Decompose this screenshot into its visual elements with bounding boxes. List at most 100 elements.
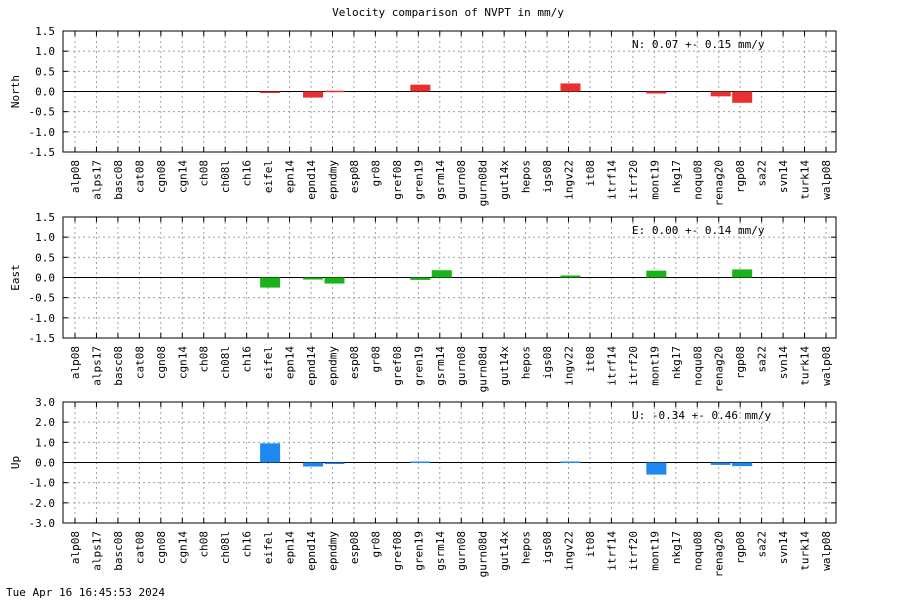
bar-epndmy: [324, 90, 345, 93]
bar-ingv22: [560, 275, 581, 278]
x-tick-label: igs08: [541, 531, 554, 564]
y-tick-label: -1.5: [29, 146, 56, 159]
x-tick-label: gr08: [369, 531, 382, 558]
x-tick-label: itrf14: [605, 531, 618, 571]
x-tick-label: turk14: [799, 160, 812, 200]
x-tick-label: ch08: [198, 160, 211, 187]
x-tick-label: epndmy: [326, 160, 339, 200]
x-tick-label: walp08: [820, 346, 833, 386]
x-tick-label: ingv22: [563, 160, 576, 200]
x-tick-label: alp08: [69, 346, 82, 379]
panel-north: 1.5 1.0 0.5 0.0 -0.5 -1.0 -1.5 alp08 alps17 basc0…: [9, 25, 837, 206]
y-tick-label: 1.5: [35, 211, 55, 224]
x-tick-label: nkg17: [670, 531, 683, 564]
y-tick-label: -3.0: [29, 517, 56, 530]
x-tick-label: nkg17: [670, 160, 683, 193]
x-tick-label: cgn08: [155, 346, 168, 379]
x-tick-label: cat08: [133, 346, 146, 379]
x-tick-label: alp08: [69, 531, 82, 564]
x-tick-label: gren19: [412, 346, 425, 386]
bar-gren19: [410, 84, 431, 92]
x-tick-label: itrf20: [627, 160, 640, 200]
x-tick-label: ch16: [241, 160, 254, 187]
x-tick-label: nkg17: [670, 346, 683, 379]
y-tick-label: 3.0: [35, 396, 55, 409]
x-tick-label: turk14: [799, 346, 812, 386]
x-tick-label: basc08: [112, 160, 125, 200]
x-tick-label: mont19: [648, 346, 661, 386]
bar-mont19: [646, 270, 667, 278]
x-tick-label: alp08: [69, 160, 82, 193]
x-tick-label: turk14: [799, 531, 812, 571]
bar-mont19: [646, 91, 667, 94]
x-tick-label: eifel: [262, 531, 275, 564]
x-tick-label: ch08l: [219, 346, 232, 379]
x-tick-label: ch16: [241, 531, 254, 558]
panel-east: 1.5 1.0 0.5 0.0 -0.5 -1.0 -1.5 alp08 alps17 basc0…: [9, 211, 837, 392]
x-tick-label: gut14x: [498, 531, 511, 571]
x-tick-label: gut14x: [498, 160, 511, 200]
bar-epnd14: [303, 91, 324, 98]
x-tick-label: cgn08: [155, 160, 168, 193]
x-tick-label: sa22: [756, 160, 769, 187]
x-tick-label: svn14: [777, 531, 790, 564]
chart-title: Velocity comparison of NVPT in mm/y: [332, 6, 564, 19]
x-tick-label: gren19: [412, 160, 425, 200]
x-tick-label: it08: [584, 531, 597, 558]
x-tick-label: gsrm14: [434, 346, 447, 386]
y-tick-label: -1.0: [29, 477, 56, 490]
x-tick-label: sa22: [756, 531, 769, 558]
x-tick-label: noqu08: [691, 531, 704, 571]
timestamp: Tue Apr 16 16:45:53 2024: [6, 586, 165, 599]
x-tick-label: renag20: [713, 160, 726, 206]
x-tick-label: gurn08d: [477, 160, 490, 206]
bar-renag20: [710, 462, 731, 465]
x-tick-label: cgn14: [176, 531, 189, 564]
x-tick-label: basc08: [112, 346, 125, 386]
x-tick-label: gurn08: [455, 531, 468, 571]
x-tick-label: hepos: [520, 531, 533, 564]
y-tick-label: -1.0: [29, 312, 56, 325]
bar-rgp08: [732, 462, 753, 467]
y-tick-label: 0.5: [35, 65, 55, 78]
x-tick-label: gr08: [369, 346, 382, 373]
x-tick-label: ingv22: [563, 531, 576, 571]
x-tick-label: itrf14: [605, 346, 618, 386]
x-tick-label: walp08: [820, 160, 833, 200]
bar-epnd14: [303, 462, 324, 467]
x-tick-label: cgn08: [155, 531, 168, 564]
stat-annotation: U: -0.34 +- 0.46 mm/y: [632, 409, 771, 422]
x-tick-label: rgp08: [734, 531, 747, 564]
x-tick-label: noqu08: [691, 160, 704, 200]
bar-rgp08: [732, 269, 753, 278]
x-tick-label: rgp08: [734, 346, 747, 379]
x-tick-label: igs08: [541, 160, 554, 193]
x-tick-label: epn14: [284, 346, 297, 379]
x-tick-label: gref08: [391, 346, 404, 386]
bar-epndmy: [324, 462, 345, 464]
x-tick-label: epndmy: [326, 531, 339, 571]
bar-epndmy: [324, 277, 345, 284]
x-tick-label: gref08: [391, 160, 404, 200]
x-tick-label: epnd14: [305, 531, 318, 571]
x-tick-label: gurn08d: [477, 346, 490, 392]
y-axis-label: East: [9, 264, 22, 291]
x-tick-label: gut14x: [498, 346, 511, 386]
y-tick-label: -1.0: [29, 126, 56, 139]
y-tick-label: 0.0: [35, 86, 55, 99]
panel-up: 3.0 2.0 1.0 0.0 -1.0 -2.0 -3.0 alp08 alps17 basc0…: [9, 396, 837, 577]
y-tick-label: -2.0: [29, 497, 56, 510]
x-tick-label: it08: [584, 346, 597, 373]
y-tick-label: 2.0: [35, 416, 55, 429]
x-tick-label: hepos: [520, 346, 533, 379]
x-tick-label: epnd14: [305, 346, 318, 386]
x-tick-label: ch16: [241, 346, 254, 373]
stat-annotation: E: 0.00 +- 0.14 mm/y: [632, 224, 765, 237]
x-tick-label: esp08: [348, 346, 361, 379]
bar-rgp08: [732, 91, 753, 103]
bar-eifel: [260, 277, 281, 288]
x-tick-label: walp08: [820, 531, 833, 571]
x-tick-label: ch08: [198, 346, 211, 373]
y-tick-label: 1.0: [35, 45, 55, 58]
